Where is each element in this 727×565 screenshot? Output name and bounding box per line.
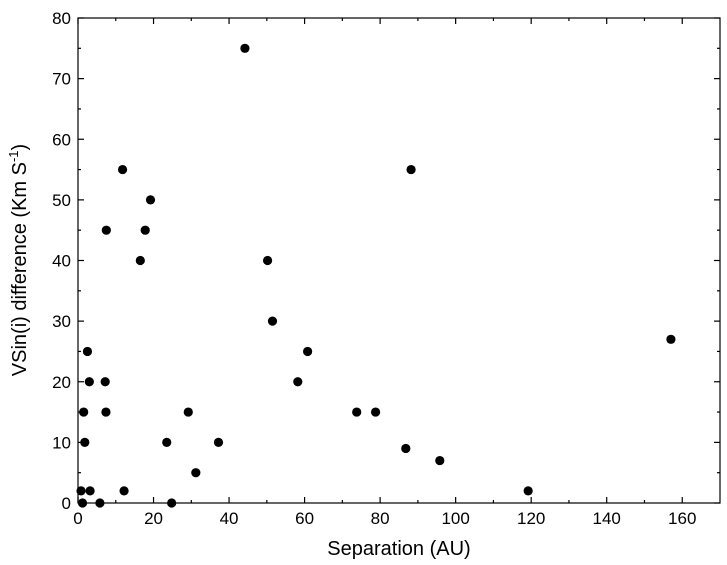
y-tick-labels: 0 10 20 30 40 50 60 70 80: [52, 9, 71, 513]
y-tick-label: 50: [52, 191, 71, 210]
data-point: [352, 407, 362, 417]
data-point: [77, 498, 88, 508]
data-point: [435, 455, 445, 466]
y-axis-title-superscript: -1: [6, 150, 21, 162]
y-tick-label: 60: [52, 130, 71, 149]
data-point: [293, 377, 303, 387]
x-tick-label: 60: [295, 509, 314, 528]
y-axis-title: VSin(i) difference (Km S-1): [6, 144, 31, 376]
data-point: [666, 334, 676, 344]
data-points: [76, 43, 676, 508]
data-point: [84, 377, 94, 387]
x-tick-label: 40: [220, 509, 239, 528]
data-point: [370, 407, 381, 417]
data-point: [117, 164, 128, 175]
data-point: [267, 316, 278, 326]
y-axis-title-main: VSin(i) difference (Km S: [9, 162, 31, 376]
data-point: [523, 486, 533, 496]
data-point: [82, 346, 93, 357]
data-point: [262, 255, 273, 266]
x-tick-label: 120: [517, 509, 545, 528]
data-point: [162, 437, 172, 447]
x-tick-label: 100: [441, 509, 469, 528]
data-point: [191, 468, 201, 478]
y-tick-label: 70: [52, 70, 71, 89]
y-tick-label: 80: [52, 9, 71, 28]
data-point: [95, 498, 105, 508]
y-tick-label: 30: [52, 312, 71, 331]
data-point: [140, 225, 150, 235]
data-point: [401, 443, 411, 454]
data-point: [303, 346, 313, 357]
data-point: [240, 43, 250, 53]
y-tick-label: 10: [52, 433, 71, 452]
x-tick-label: 80: [371, 509, 390, 528]
y-tick-label: 20: [52, 373, 71, 392]
data-point: [79, 407, 89, 417]
y-axis-title-end: ): [9, 144, 31, 151]
x-tick-labels: 0 20 40 60 80 100 120 140 160: [73, 509, 696, 528]
y-tick-label: 0: [62, 494, 71, 513]
x-axis-title: Separation (AU): [327, 538, 470, 560]
x-tick-label: 0: [73, 509, 82, 528]
data-point: [76, 486, 86, 496]
x-tick-label: 20: [144, 509, 163, 528]
data-point: [167, 498, 177, 508]
data-point: [145, 195, 156, 205]
data-point: [100, 377, 110, 387]
data-point: [213, 437, 224, 447]
data-point: [135, 255, 145, 266]
axis-ticks: [77, 17, 720, 504]
x-tick-label: 160: [668, 509, 696, 528]
data-point: [80, 437, 90, 447]
data-point: [101, 407, 111, 417]
plot-frame: [77, 17, 721, 504]
data-point: [85, 486, 95, 496]
y-tick-label: 40: [52, 252, 71, 271]
data-point: [101, 225, 111, 235]
data-point: [119, 486, 129, 496]
data-point: [406, 164, 416, 175]
x-tick-label: 140: [593, 509, 621, 528]
data-point: [183, 407, 193, 417]
